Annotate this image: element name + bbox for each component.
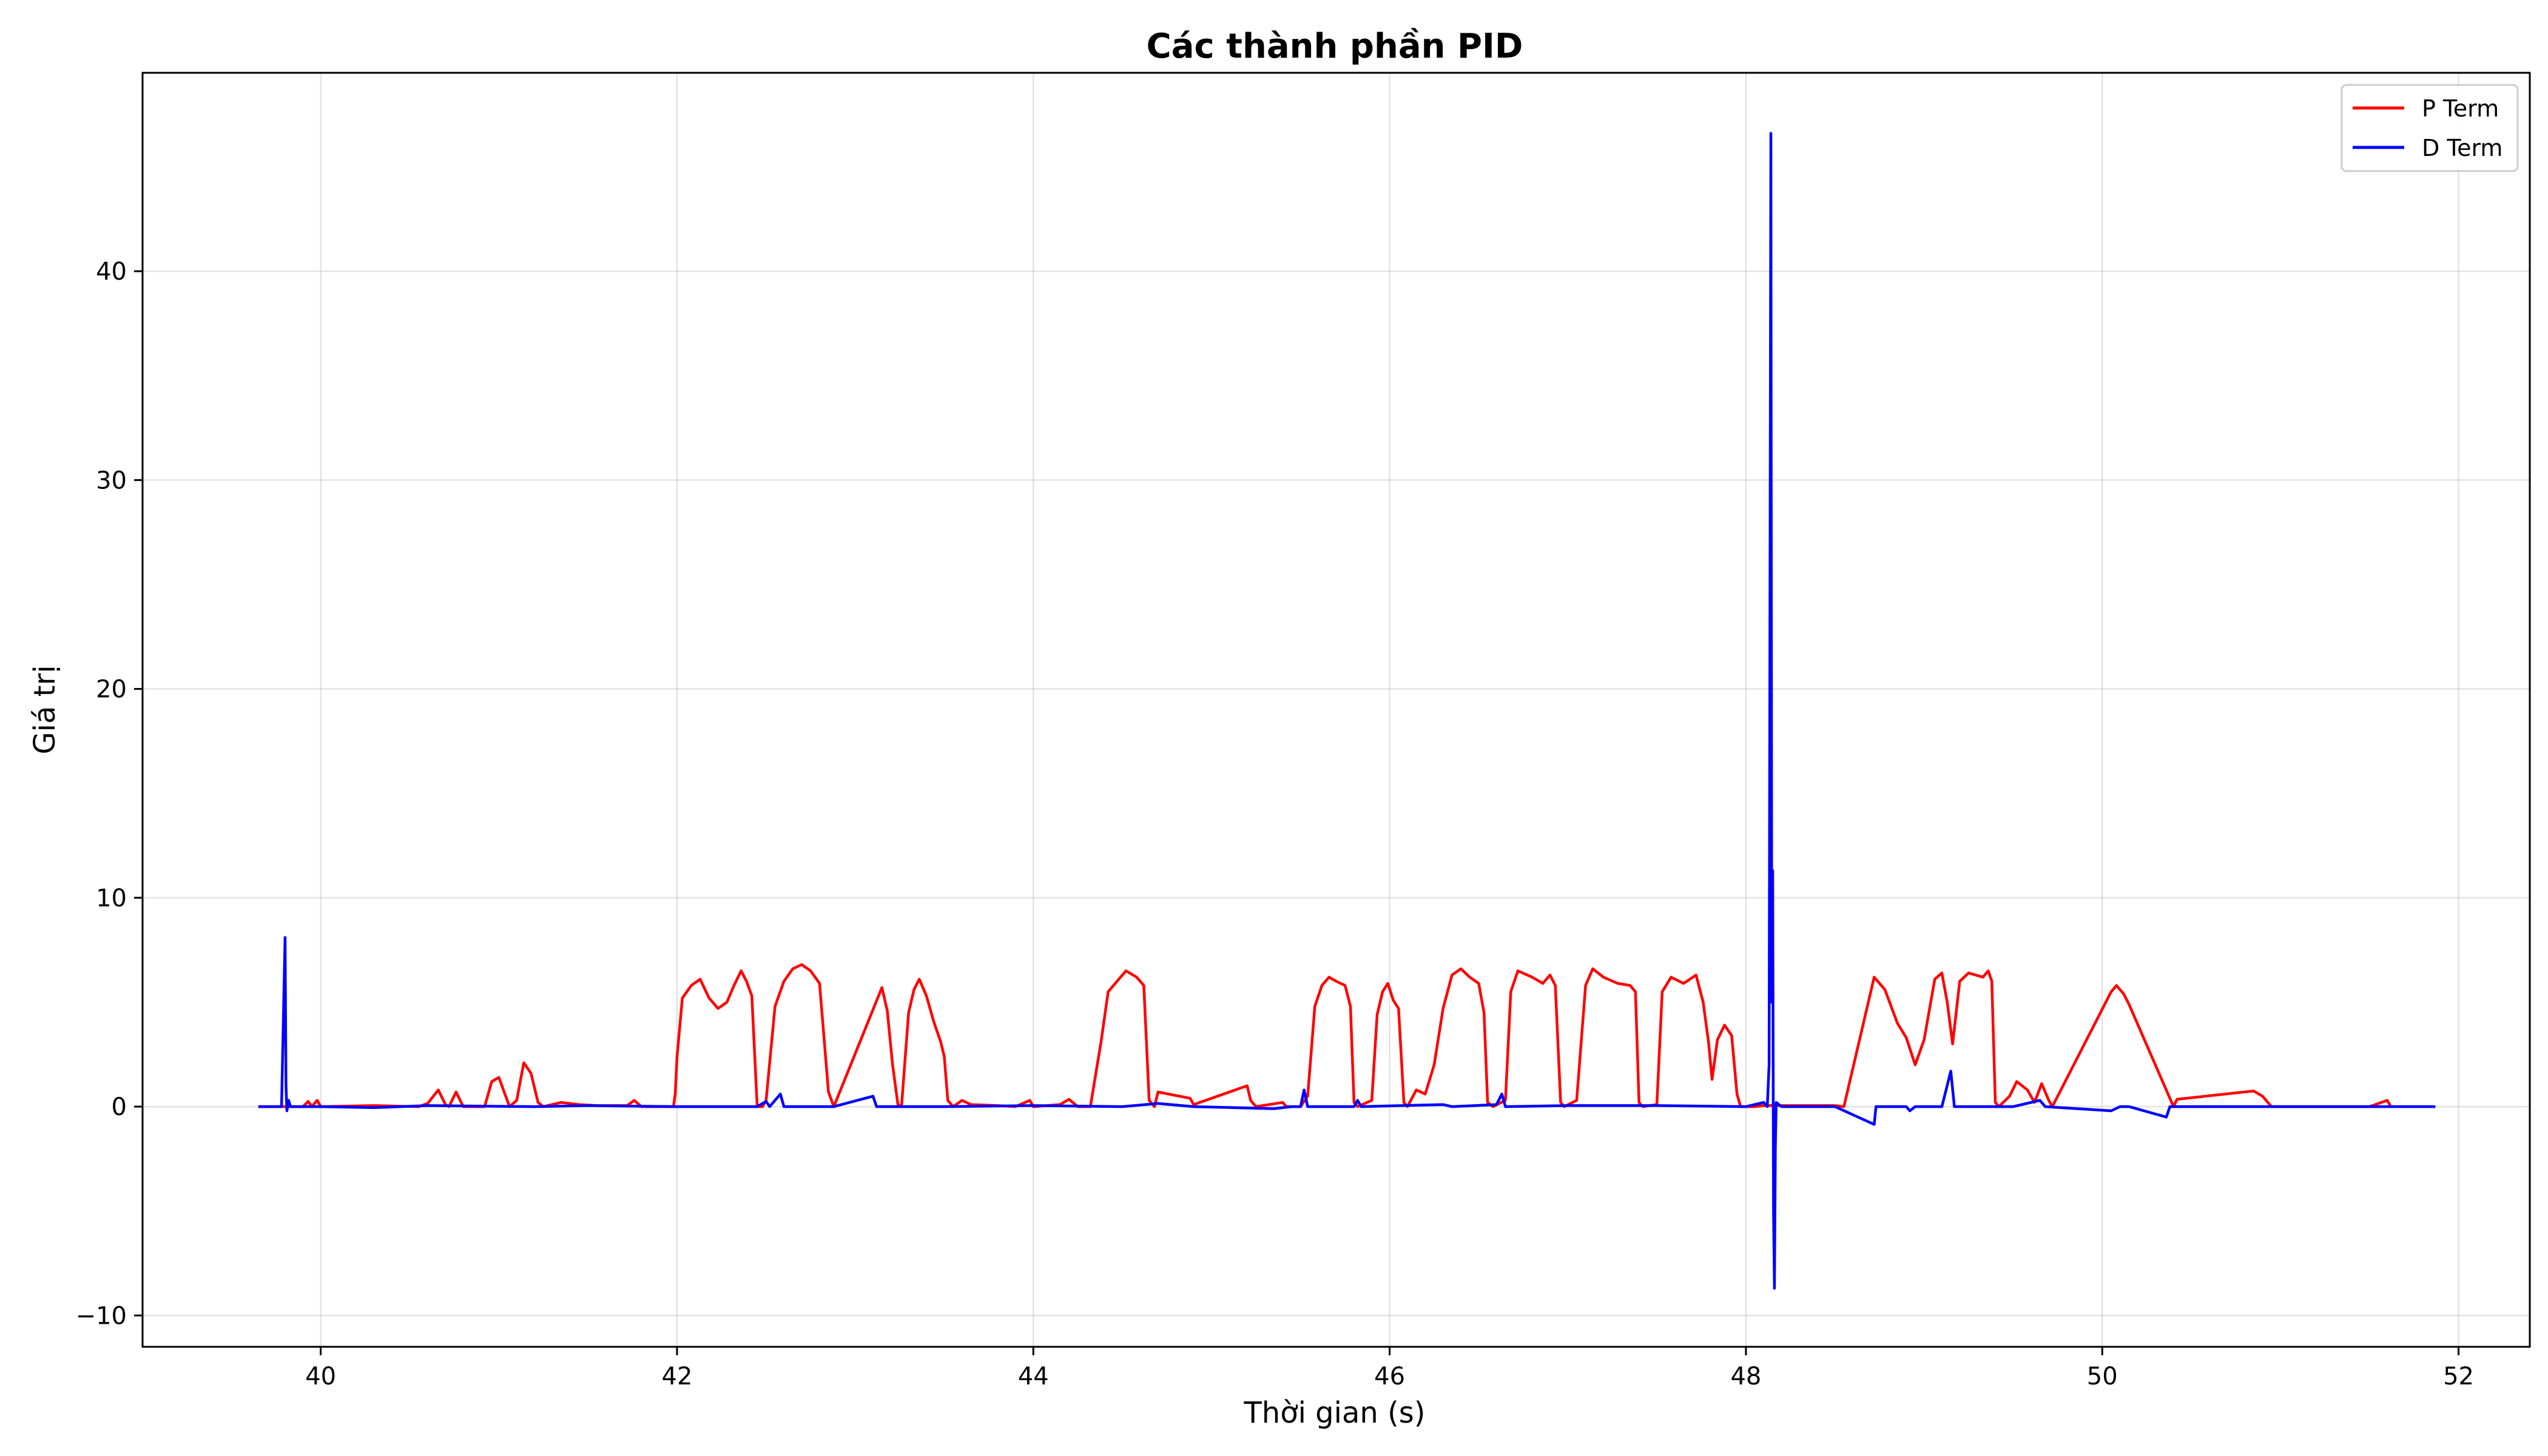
x-tick-label: 46 (1374, 1363, 1405, 1390)
tick-layer: 40 42 44 46 48 50 52 −10 0 10 20 30 40 (76, 258, 2474, 1390)
x-tick-label: 50 (2087, 1363, 2118, 1390)
y-axis-label: Giá trị (28, 665, 62, 754)
y-tick-label: −10 (76, 1302, 127, 1330)
y-tick-label: 0 (112, 1093, 127, 1121)
x-tick-label: 52 (2443, 1363, 2474, 1390)
x-axis-label: Thời gian (s) (1243, 1396, 1425, 1430)
legend: P Term D Term (2341, 84, 2519, 172)
plot-frame (141, 72, 2531, 1348)
y-tick-label: 10 (96, 885, 127, 912)
legend-label-p-term: P Term (2422, 95, 2499, 122)
x-tick-label: 44 (1018, 1363, 1049, 1390)
x-tick-label: 42 (662, 1363, 693, 1390)
legend-label-d-term: D Term (2422, 135, 2502, 161)
chart-title: Các thành phần PID (1147, 27, 1523, 66)
series-layer (258, 132, 2436, 1290)
series-line-d-term (258, 132, 2436, 1290)
y-tick-label: 30 (96, 467, 127, 494)
series-line-p-term (258, 963, 2392, 1108)
x-tick-label: 40 (305, 1363, 336, 1390)
x-tick-label: 48 (1730, 1363, 1761, 1390)
y-tick-label: 40 (96, 258, 127, 286)
y-tick-label: 20 (96, 676, 127, 704)
